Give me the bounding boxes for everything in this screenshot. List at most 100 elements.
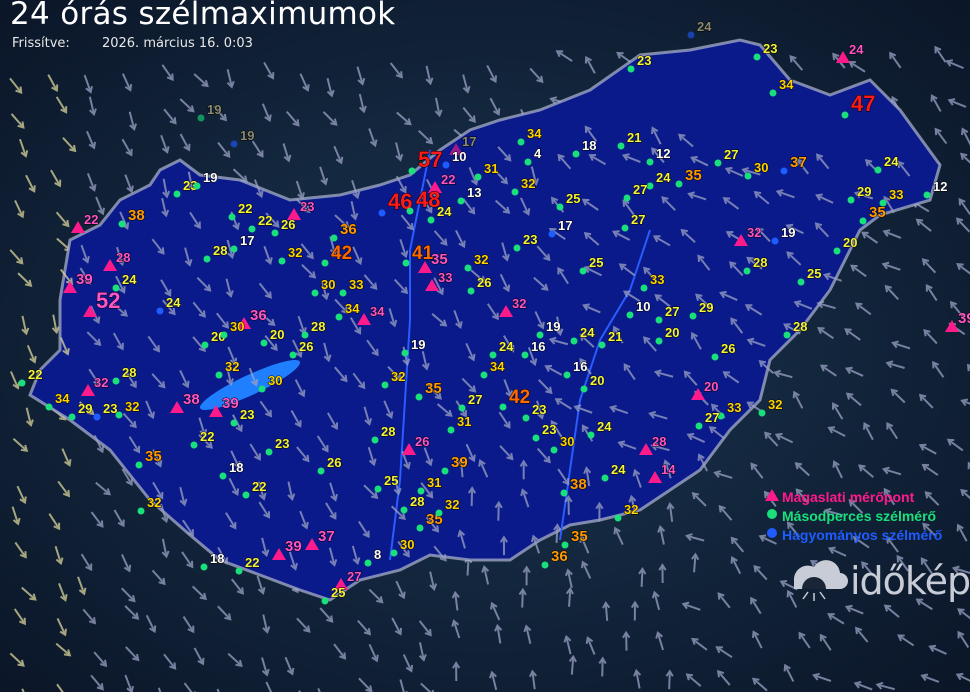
station-marker[interactable]: 24 (601, 462, 627, 482)
station-marker[interactable]: 37 (780, 154, 807, 175)
station-marker[interactable]: 30 (550, 434, 575, 454)
station-marker[interactable]: 31 (447, 414, 472, 434)
station-marker[interactable]: 20 (260, 327, 285, 347)
station-marker[interactable]: 18 (219, 460, 244, 480)
station-marker[interactable]: 24 (646, 170, 672, 190)
station-marker[interactable]: 57 (408, 147, 443, 175)
station-marker[interactable]: 32 (614, 502, 639, 522)
station-marker[interactable]: 35 (135, 448, 162, 469)
station-marker[interactable]: 23 (173, 178, 198, 198)
station-marker[interactable]: 18 (200, 551, 225, 571)
station-marker[interactable]: 27 (621, 212, 646, 232)
station-marker[interactable]: 35 (415, 380, 442, 401)
station-marker[interactable]: 28 (371, 424, 396, 444)
station-marker[interactable]: 29 (68, 401, 93, 421)
station-marker[interactable]: 25 (579, 255, 604, 275)
station-marker[interactable]: 23 (93, 401, 118, 421)
station-marker[interactable]: 27 (695, 410, 720, 430)
station-marker[interactable]: 38 (560, 476, 587, 497)
station-marker[interactable]: 26 (271, 217, 296, 237)
station-marker[interactable]: 13 (457, 185, 482, 205)
station-marker[interactable]: 19 (536, 319, 561, 339)
station-marker[interactable]: 34 (335, 301, 361, 321)
station-marker[interactable]: 24 (427, 204, 453, 224)
station-marker[interactable]: 8 (364, 547, 382, 567)
station-marker[interactable]: 42 (321, 243, 353, 267)
station-marker[interactable]: 28 (112, 365, 137, 385)
station-marker[interactable]: 22 (190, 429, 215, 449)
station-marker[interactable]: 17 (548, 218, 573, 238)
station-marker[interactable]: 34 (480, 359, 506, 379)
station-marker[interactable]: 26 (467, 275, 492, 295)
station-marker[interactable]: 21 (598, 329, 623, 349)
station-marker[interactable]: 38 (118, 207, 145, 228)
station-marker[interactable]: 32 (81, 375, 109, 396)
station-marker[interactable]: 32 (758, 397, 783, 417)
station-marker[interactable]: 39 (945, 310, 970, 332)
station-marker[interactable]: 34 (517, 126, 543, 146)
station-marker[interactable]: 39 (63, 271, 93, 293)
station-marker[interactable]: 32 (464, 252, 489, 272)
station-marker[interactable]: 25 (556, 191, 581, 211)
station-marker[interactable]: 32 (435, 497, 460, 517)
station-marker[interactable]: 28 (203, 243, 228, 263)
station-marker[interactable]: 38 (170, 391, 200, 413)
station-marker[interactable]: 12 (646, 146, 671, 166)
station-marker[interactable]: 32 (137, 495, 162, 515)
station-marker[interactable]: 35 (561, 528, 588, 549)
station-marker[interactable]: 27 (655, 304, 680, 324)
station-marker[interactable]: 30 (311, 277, 336, 297)
station-marker[interactable]: 35 (859, 204, 886, 225)
station-marker[interactable]: 34 (45, 391, 71, 411)
station-marker[interactable]: 23 (522, 402, 547, 422)
station-marker[interactable]: 21 (617, 130, 642, 150)
station-marker[interactable]: 24 (836, 42, 865, 63)
station-marker[interactable]: 52 (83, 288, 121, 317)
station-marker[interactable]: 35 (675, 167, 702, 188)
station-marker[interactable]: 32 (734, 225, 762, 246)
station-marker[interactable]: 35 (418, 251, 448, 273)
station-marker[interactable]: 23 (532, 422, 557, 442)
station-marker[interactable]: 28 (400, 494, 425, 514)
station-marker[interactable]: 22 (235, 555, 260, 575)
station-marker[interactable]: 24 (489, 339, 515, 359)
station-marker[interactable]: 20 (580, 373, 605, 393)
station-marker[interactable]: 36 (330, 221, 357, 242)
station-marker[interactable]: 25 (321, 585, 346, 605)
station-marker[interactable]: 30 (220, 319, 245, 339)
idokep-logo[interactable]: időkép (790, 553, 970, 612)
station-marker[interactable]: 36 (541, 548, 568, 569)
station-marker[interactable]: 16 (563, 359, 588, 379)
station-marker[interactable]: 20 (691, 379, 719, 400)
station-marker[interactable]: 14 (648, 462, 677, 483)
station-marker[interactable]: 19 (401, 337, 426, 357)
station-marker[interactable]: 34 (769, 77, 795, 97)
station-marker[interactable]: 17 (449, 134, 477, 155)
station-marker[interactable]: 26 (317, 455, 342, 475)
station-marker[interactable]: 4 (524, 146, 543, 166)
station-marker[interactable]: 28 (301, 319, 326, 339)
station-marker[interactable]: 32 (278, 245, 303, 265)
station-marker[interactable]: 25 (374, 473, 399, 493)
station-marker[interactable]: 37 (305, 528, 335, 550)
station-marker[interactable]: 32 (215, 359, 240, 379)
station-marker[interactable]: 19 (197, 102, 222, 122)
station-marker[interactable]: 32 (115, 399, 140, 419)
station-marker[interactable]: 23 (513, 232, 538, 252)
station-marker[interactable]: 26 (711, 341, 736, 361)
station-marker[interactable]: 28 (639, 434, 667, 455)
station-marker[interactable]: 18 (572, 138, 597, 158)
station-marker[interactable]: 27 (334, 569, 362, 590)
station-marker[interactable]: 22 (248, 213, 273, 233)
station-marker[interactable]: 22 (71, 212, 99, 233)
station-marker[interactable]: 22 (228, 201, 253, 221)
station-marker[interactable]: 30 (744, 160, 769, 180)
station-marker[interactable]: 22 (18, 367, 43, 387)
station-marker[interactable]: 16 (521, 339, 546, 359)
station-marker[interactable]: 39 (209, 395, 239, 417)
station-marker[interactable]: 24 (156, 295, 182, 315)
station-marker[interactable]: 32 (381, 369, 406, 389)
station-marker[interactable]: 26 (289, 339, 314, 359)
station-marker[interactable]: 19 (230, 128, 255, 148)
